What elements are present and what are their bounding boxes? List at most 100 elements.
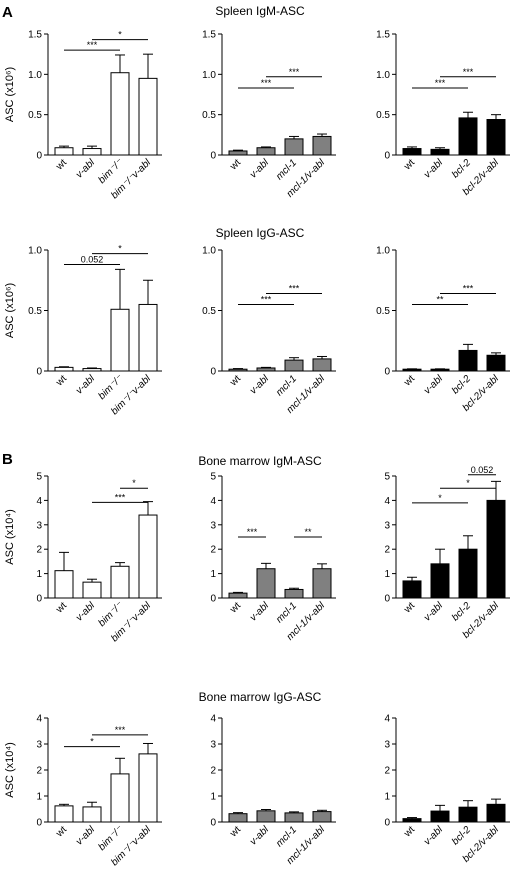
bar-v-abl	[256, 568, 276, 599]
significance-label: 0.052	[471, 465, 494, 475]
y-tick-label: 1	[210, 792, 216, 803]
y-tick-label: 0	[384, 818, 390, 829]
bar-v-abl	[256, 810, 276, 823]
bar-wt	[402, 368, 422, 372]
row-title-spleen-igm: Spleen IgM-ASC	[215, 4, 305, 18]
y-tick-label: 0	[384, 594, 390, 605]
y-tick-label: 1.0	[28, 246, 42, 257]
bar-bim-v-abl	[138, 753, 158, 823]
y-tick-label: 2	[36, 545, 42, 556]
bar-mcl-1	[284, 138, 304, 156]
bar-mcl-1	[284, 812, 304, 823]
bar-v-abl	[430, 810, 450, 823]
row-title-bm-igm: Bone marrow IgM-ASC	[198, 454, 322, 468]
category-label-bcl-2: bcl-2	[450, 600, 473, 623]
significance-label: *	[118, 244, 122, 254]
y-tick-label: 5	[384, 472, 390, 483]
y-tick-label: 1.0	[28, 70, 42, 81]
bar-bcl-2	[458, 548, 478, 599]
significance-label: **	[304, 527, 312, 537]
bar-wt	[54, 366, 74, 372]
y-tick-label: 1	[210, 569, 216, 580]
y-axis-label: ASC (x10⁴)	[4, 509, 16, 564]
bar-bim	[110, 72, 130, 156]
bar-wt	[54, 147, 74, 156]
panel-letter-b: B	[2, 451, 13, 468]
panel-letter-a: A	[2, 4, 13, 21]
y-tick-label: 5	[36, 472, 42, 483]
significance-label: ***	[261, 294, 272, 304]
y-tick-label: 0	[36, 818, 42, 829]
y-tick-label: 1.5	[28, 30, 42, 41]
y-tick-label: 3	[36, 740, 42, 751]
significance-label: ***	[289, 284, 300, 294]
category-label-v-abl: v-abl	[248, 157, 272, 181]
y-tick-label: 3	[210, 520, 216, 531]
category-label-v-abl: v-abl	[248, 373, 272, 397]
bar-mcl-1	[284, 588, 304, 599]
bar-v-abl	[430, 148, 450, 156]
category-label-wt: wt	[402, 157, 418, 173]
y-tick-label: 2	[384, 766, 390, 777]
bar-bcl-2	[458, 117, 478, 156]
significance-label: 0.052	[81, 255, 104, 265]
significance-label: ***	[247, 527, 258, 537]
bar-wt	[228, 150, 248, 156]
bar-mcl-1-v-abl	[312, 568, 332, 599]
y-tick-label: 0	[210, 151, 216, 162]
category-label-mcl-1: mcl-1	[274, 373, 299, 398]
y-tick-label: 0	[210, 367, 216, 378]
bar-wt	[402, 818, 422, 823]
bar-v-abl	[82, 806, 102, 823]
y-tick-label: 0	[36, 151, 42, 162]
category-label-v-abl: v-abl	[248, 824, 272, 848]
category-label-mcl-1: mcl-1	[274, 824, 299, 849]
significance-label: *	[466, 478, 470, 488]
category-label-wt: wt	[402, 824, 418, 840]
bar-v-abl	[82, 368, 102, 372]
y-tick-label: 1.0	[376, 246, 390, 257]
significance-label: ***	[87, 40, 98, 50]
bar-mcl-1-v-abl	[312, 135, 332, 156]
category-label-wt: wt	[54, 824, 70, 840]
category-label-v-abl: v-abl	[422, 600, 446, 624]
y-tick-label: 2	[210, 766, 216, 777]
y-tick-label: 0.5	[28, 306, 42, 317]
y-tick-label: 1	[36, 792, 42, 803]
category-label-mcl-1: mcl-1	[274, 157, 299, 182]
significance-label: *	[132, 478, 136, 488]
y-axis-label: ASC (x10⁶)	[4, 283, 16, 338]
y-tick-label: 1.0	[202, 246, 216, 257]
y-axis-label: ASC (x10⁶)	[4, 67, 16, 122]
y-tick-label: 1	[384, 792, 390, 803]
bar-wt	[402, 580, 422, 599]
y-tick-label: 4	[384, 714, 390, 725]
y-tick-label: 1	[36, 569, 42, 580]
y-axis-label: ASC (x10⁴)	[4, 742, 16, 797]
bar-wt	[54, 805, 74, 823]
y-tick-label: 0.5	[376, 110, 390, 121]
y-tick-label: 1.5	[202, 30, 216, 41]
y-tick-label: 0	[36, 367, 42, 378]
category-label-v-abl: v-abl	[74, 157, 98, 181]
y-tick-label: 4	[36, 496, 42, 507]
bar-wt	[228, 592, 248, 599]
bar-v-abl	[430, 563, 450, 599]
category-label-bcl-2: bcl-2	[450, 157, 473, 180]
category-label-v-abl: v-abl	[74, 600, 98, 624]
significance-label: ***	[435, 78, 446, 88]
y-tick-label: 0	[210, 818, 216, 829]
bar-bim-v-abl	[138, 77, 158, 156]
category-label-wt: wt	[402, 373, 418, 389]
